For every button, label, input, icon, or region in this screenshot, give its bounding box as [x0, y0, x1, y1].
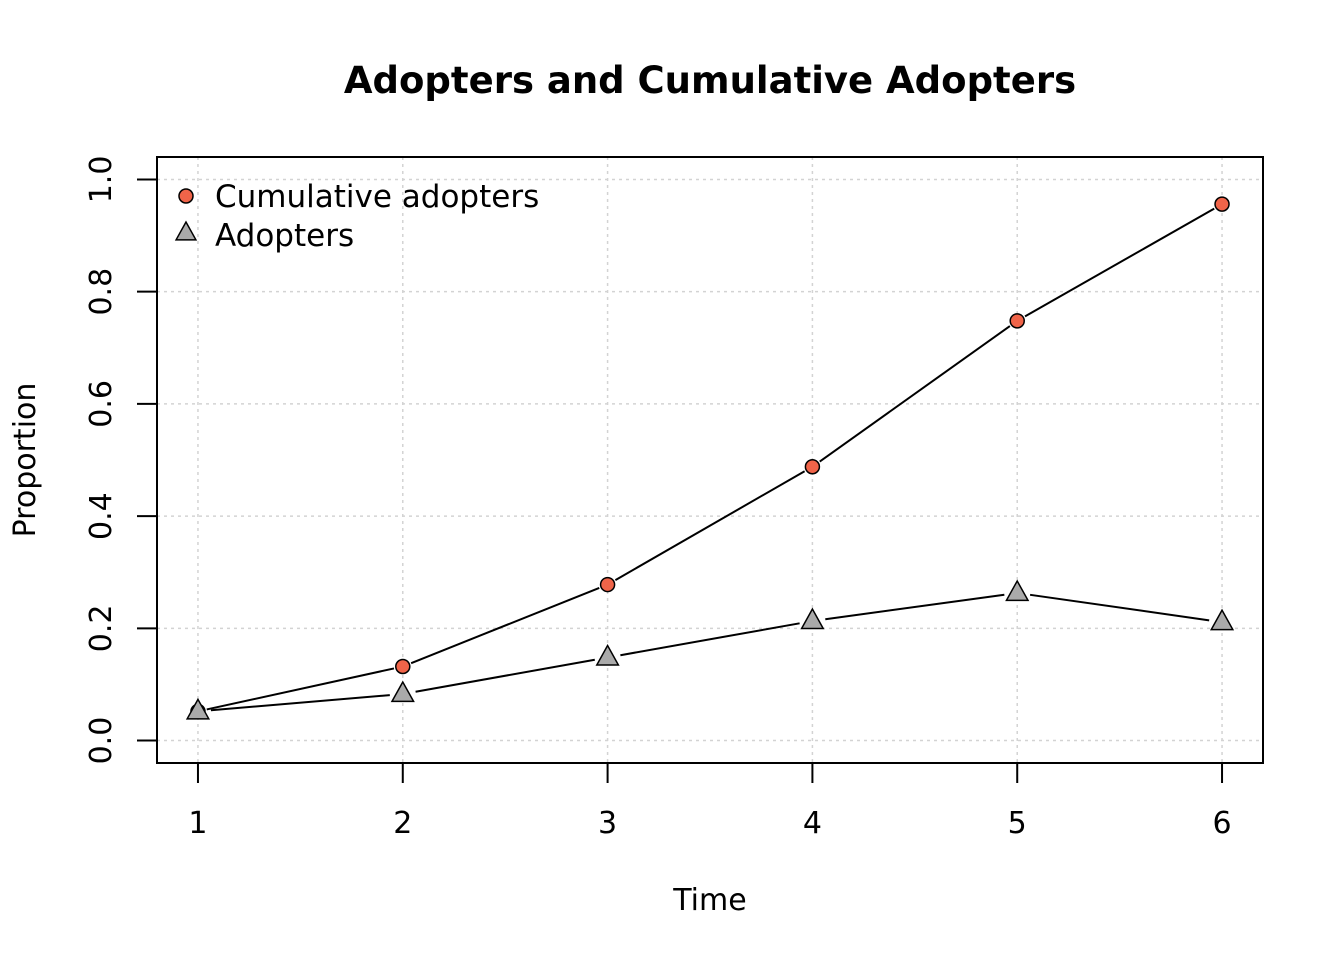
x-tick-label: 5 [1008, 806, 1027, 841]
y-tick-label: 1.0 [84, 156, 119, 204]
series-line-segment-1 [206, 667, 395, 711]
series-line-segment-2 [620, 622, 800, 657]
adopters-point [595, 643, 620, 666]
adopters-point [800, 607, 825, 630]
grid [157, 157, 1263, 763]
series-line-segment-1 [1024, 207, 1215, 318]
adopters-point [1005, 579, 1030, 602]
cumulative-adopters-point [1214, 196, 1230, 212]
y-axis-label: Proportion [8, 383, 43, 538]
y-tick-label: 0.8 [84, 268, 119, 316]
y-tick-label: 0.4 [84, 492, 119, 540]
cumulative-adopters-point [804, 458, 821, 475]
series-points [185, 196, 1235, 720]
x-tick-label: 6 [1212, 806, 1231, 841]
x-axis: 1 2 3 4 5 6 [188, 763, 1232, 841]
chart-title: Adopters and Cumulative Adopters [344, 59, 1076, 102]
x-tick-label: 3 [598, 806, 617, 841]
legend-label: Adopters [215, 218, 354, 254]
legend-label: Cumulative adopters [215, 179, 539, 215]
cumulative-adopters-point [395, 658, 411, 675]
y-axis: 0.0 0.2 0.4 0.6 0.8 1.0 [84, 156, 157, 765]
adopters-point [390, 680, 415, 703]
series-line-segment-2 [825, 593, 1005, 621]
plot-frame [156, 156, 1264, 764]
legend-marker-circle [178, 188, 194, 204]
x-tick-label: 4 [803, 806, 822, 841]
y-tick-label: 0.2 [84, 604, 119, 652]
series-lines [206, 207, 1215, 712]
series-line-segment-2 [1029, 593, 1210, 622]
series-line-segment-1 [819, 325, 1011, 463]
series-line-segment-1 [614, 470, 806, 581]
series-line-segment-1 [410, 586, 600, 665]
y-tick-label: 0.6 [84, 380, 119, 428]
cumulative-adopters-point [1009, 313, 1025, 329]
x-tick-label: 1 [188, 806, 207, 841]
x-axis-label: Time [672, 883, 746, 918]
cumulative-adopters-point [599, 576, 616, 593]
y-tick-label: 0.0 [84, 717, 119, 765]
x-tick-label: 2 [393, 806, 412, 841]
adopters-point [185, 697, 211, 720]
series-line-segment-2 [210, 694, 390, 712]
adopters-point [1209, 608, 1235, 631]
legend-marker-triangle [174, 220, 198, 241]
series-line-segment-2 [415, 658, 595, 693]
